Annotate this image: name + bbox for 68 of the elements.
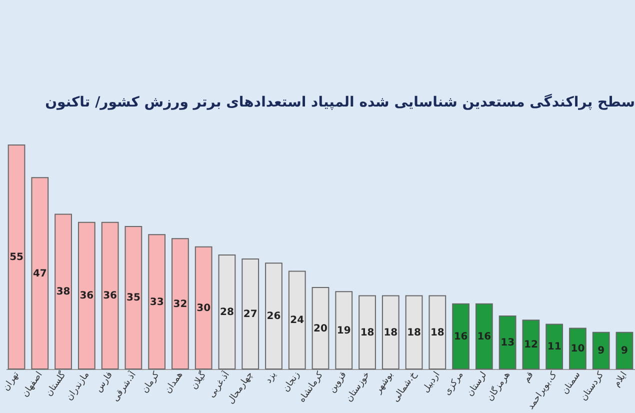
data-label: 28 xyxy=(220,306,234,318)
x-tick-label: تهران xyxy=(1,370,22,393)
x-tick-label: همدان xyxy=(163,370,186,396)
x-tick-label: ایلام xyxy=(612,370,630,390)
data-label: 26 xyxy=(266,311,281,322)
bar xyxy=(265,262,282,370)
x-tick-label: لرستان xyxy=(465,370,490,398)
data-label: 18 xyxy=(360,327,374,338)
data-label: 9 xyxy=(620,346,628,357)
data-label: 18 xyxy=(384,327,398,338)
bar xyxy=(8,144,26,370)
data-label: 24 xyxy=(290,315,304,326)
bar xyxy=(288,270,306,370)
x-tick-label: کرمان xyxy=(140,370,162,396)
data-label: 13 xyxy=(500,338,515,349)
data-label: 32 xyxy=(173,298,188,310)
bar xyxy=(358,295,376,370)
data-label: 35 xyxy=(126,292,140,304)
data-label: 27 xyxy=(243,309,258,320)
data-label: 36 xyxy=(103,290,118,302)
x-tick-label: یزد xyxy=(264,370,279,386)
data-label: 36 xyxy=(80,290,94,302)
data-label: 16 xyxy=(477,331,492,342)
data-label: 10 xyxy=(570,344,585,355)
bar xyxy=(335,291,353,370)
bar xyxy=(101,222,119,370)
data-label: 18 xyxy=(430,327,444,338)
data-label: 47 xyxy=(32,268,47,280)
data-label: 33 xyxy=(150,296,164,308)
data-label: 16 xyxy=(454,331,468,342)
bar xyxy=(498,316,516,370)
bar xyxy=(546,324,564,370)
bar xyxy=(148,234,166,370)
bar xyxy=(242,258,260,370)
bar xyxy=(54,214,72,370)
data-label: 19 xyxy=(336,325,351,336)
data-label: 9 xyxy=(598,346,605,357)
data-label: 38 xyxy=(56,286,70,298)
data-label: 30 xyxy=(196,302,211,314)
bar xyxy=(124,226,142,370)
bar xyxy=(452,303,470,370)
bar xyxy=(522,320,540,370)
bar xyxy=(405,295,423,370)
data-label: 18 xyxy=(407,327,422,338)
data-label: 20 xyxy=(314,323,328,334)
chart-title: سطح پراکندگی مستعدین شناسایی شده المپیاد استعدادهای برتر ورزش کشور/ تاکنون xyxy=(45,94,635,110)
data-label: 11 xyxy=(547,342,562,353)
bar xyxy=(428,295,446,370)
bar xyxy=(194,246,212,370)
bar xyxy=(616,332,634,370)
x-tick-label: بوشهر xyxy=(373,370,396,396)
x-tick-label: فارس xyxy=(94,370,115,394)
data-label: 12 xyxy=(524,340,538,351)
x-tick-label: مرکزی xyxy=(442,370,466,398)
bar xyxy=(78,222,96,370)
bar xyxy=(382,295,400,370)
bar xyxy=(31,177,49,370)
bar xyxy=(172,238,189,370)
bar xyxy=(569,328,586,370)
bar xyxy=(592,332,610,370)
x-tick-label: گیلان xyxy=(188,368,209,392)
data-label: 55 xyxy=(10,252,24,263)
bar xyxy=(312,287,330,370)
bar xyxy=(475,303,493,370)
x-tick-label: زنجان xyxy=(281,370,302,394)
bar xyxy=(218,254,236,370)
x-tick-label: اصفهان xyxy=(20,370,45,400)
x-tick-label: اردبیل xyxy=(421,370,442,395)
